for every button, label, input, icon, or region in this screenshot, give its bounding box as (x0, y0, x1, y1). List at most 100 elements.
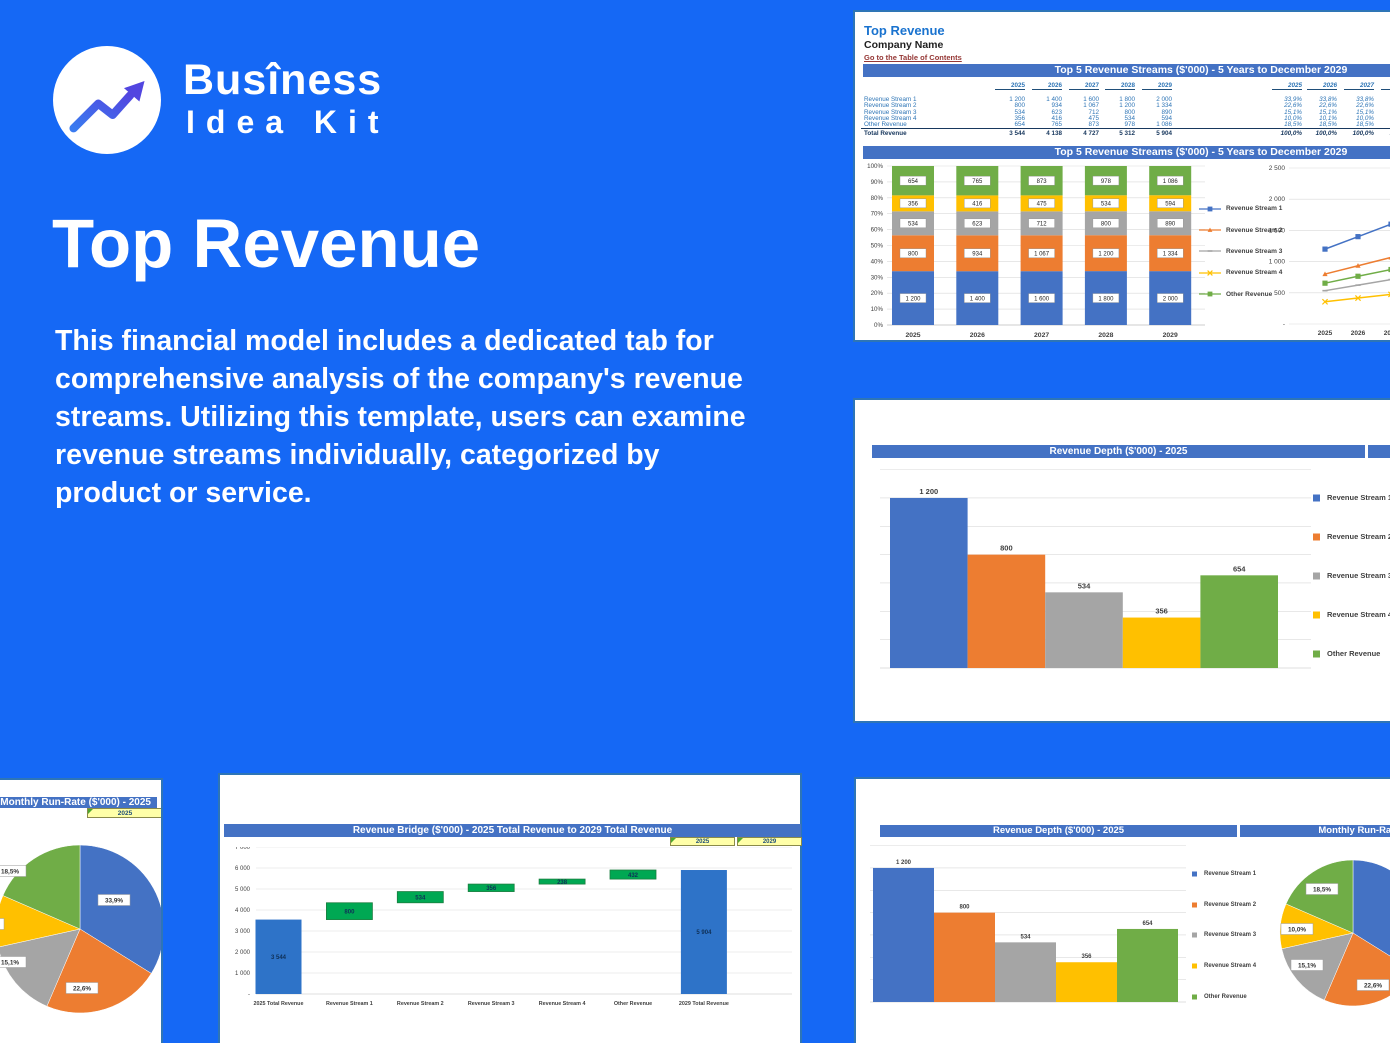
brand-subtitle: Idea Kit (186, 104, 390, 140)
table-cell: 15,1% (1319, 108, 1337, 116)
table-cell: 978 (1124, 121, 1135, 129)
chart-text: 800 (1000, 544, 1013, 553)
chart-text: 2 000 (1269, 196, 1286, 203)
legend-marker-icon (1313, 533, 1320, 540)
panel-run-rate-pie: Monthly Run-Rate ($'000) - 2025 2025 33,… (0, 778, 163, 1043)
chart-text: 416 (972, 202, 983, 208)
table-cell: 2026 (1032, 82, 1062, 90)
table-cell: 1 800 (1119, 96, 1135, 103)
bridge-year-to-dropdown[interactable]: 2029 (737, 837, 802, 846)
chart-text: 534 (908, 221, 919, 227)
chart-text: 800 (908, 251, 919, 257)
table-cell: 100,0% (1280, 129, 1302, 137)
chart-text: 432 (628, 873, 639, 879)
chart-text: 534 (415, 895, 426, 901)
table-cell: 22,6% (1319, 102, 1337, 110)
year-selector-dropdown[interactable]: 2025 (87, 808, 161, 818)
table-cell: 2025 (995, 82, 1025, 90)
chart-text: 2027 (1384, 330, 1390, 337)
page-title: Top Revenue (52, 205, 481, 282)
table-of-contents-link[interactable]: Go to the Table of Contents (864, 53, 962, 62)
legend-item: Revenue Stream 3 (1192, 920, 1282, 951)
pie-slice (0, 928, 81, 1007)
legend-label: Revenue Stream 3 (1226, 247, 1283, 255)
waterfall-chart: - 1 000 2 000 3 000 4 000 5 000 6 000 7 000 3 54… (235, 847, 792, 1007)
chart-text: 356 (486, 886, 497, 892)
chart-text: 1 200 (1098, 251, 1114, 257)
table-cell: 800 (1014, 102, 1025, 110)
table-cell: 22,6% (1284, 102, 1302, 110)
bridge-total-bar (255, 919, 302, 994)
table-cell: 475 (1088, 114, 1099, 122)
chart-text: 712 (1037, 222, 1048, 228)
legend-marker-icon (1192, 932, 1197, 938)
chart-text: 800 (1101, 221, 1112, 227)
pie-slice (79, 844, 161, 974)
chart-text: 2025 (905, 332, 920, 339)
table-cell: 1 400 (1046, 96, 1062, 103)
depth-chart-legend: Revenue Stream 1 Revenue Stream 2 Revenue … (1313, 478, 1390, 673)
panel-top-revenue-sheet: Top Revenue Company Name Go to the Table… (853, 10, 1390, 342)
table-cell: 10,0% (1356, 114, 1374, 122)
chart-text: 2027 (1034, 332, 1049, 339)
hero-description: This financial model includes a dedicate… (55, 325, 746, 509)
table-row-label: Revenue Stream 2 (864, 102, 917, 110)
chart-text: 765 (972, 179, 983, 185)
chart-text: 2029 Total Revenue (679, 1001, 729, 1007)
table-cell: 15,1% (1356, 108, 1374, 116)
table-cell: 1 200 (1119, 102, 1135, 110)
table-row-label: Revenue Stream 1 (864, 96, 917, 103)
legend-item: Revenue Stream 1 (1199, 198, 1319, 219)
depth-bar (890, 497, 968, 668)
chart-text: 30% (871, 274, 884, 281)
legend-item: Other Revenue (1313, 634, 1390, 673)
stacked-bar-chart: 0% 10% 20% 30% 40% 50% 60% 70% 80% 90% 100% 1 200 80… (867, 163, 1205, 339)
table-cell: 1 200 (1009, 96, 1025, 103)
panel-depth-and-runrate: Revenue Depth ($'000) - 2025 Monthly Run… (854, 777, 1390, 1043)
legend-item: Other Revenue (1192, 981, 1282, 1012)
chart-text: 3 000 (235, 929, 251, 935)
legend-label: Revenue Stream 3 (1327, 571, 1390, 580)
chart-text: 2 000 (1163, 296, 1179, 302)
chart-text: 20% (871, 290, 884, 297)
chart-text: 1 500 (1269, 227, 1286, 234)
bridge-increase-bar (538, 878, 586, 885)
bridge-increase-bar (467, 883, 515, 892)
line-series (1324, 223, 1390, 250)
total-row-divider (861, 128, 1390, 129)
legend-label: Revenue Stream 4 (1204, 963, 1257, 970)
chart-text: 2025 (1318, 330, 1333, 337)
legend-item: Revenue Stream 3 (1199, 241, 1319, 262)
chart-text: 10% (871, 306, 884, 313)
chart-text: 978 (1101, 179, 1112, 185)
legend-label: Revenue Stream 3 (1204, 932, 1257, 939)
chart-text: 534 (1078, 581, 1091, 590)
table-cell: 33,8% (1319, 96, 1337, 103)
chart-text: Revenue Stream 1 (326, 1001, 373, 1007)
chart-text: 1 067 (1034, 251, 1050, 257)
chart-text: 238 (557, 880, 568, 886)
legend-item: Revenue Stream 2 (1199, 219, 1319, 240)
bridge-year-from-dropdown[interactable]: 2025 (670, 837, 735, 846)
line-series (1324, 256, 1390, 275)
legend-item: Revenue Stream 2 (1313, 517, 1390, 556)
table-cell: 18,5% (1284, 121, 1302, 129)
legend-marker-icon (1199, 227, 1221, 232)
depth-bar (1200, 575, 1278, 668)
table-cell: 100,0% (1315, 129, 1337, 137)
chart-text: 15,1% (1298, 963, 1316, 970)
panel-revenue-bridge: Revenue Bridge ($'000) - 2025 Total Reve… (218, 773, 802, 1043)
chart-text: 534 (1020, 934, 1031, 940)
sheet-title: Top Revenue (864, 23, 945, 38)
legend-marker-icon (1313, 611, 1320, 618)
chart-text: 934 (972, 251, 983, 257)
chart-text: 1 200 (896, 860, 912, 866)
chart-text: 1 400 (970, 296, 986, 302)
table-cell: 1 334 (1156, 102, 1172, 110)
table-cell: 5 312 (1119, 129, 1135, 137)
table-cell: 873 (1088, 121, 1099, 129)
chart-text: 1 200 (919, 487, 938, 496)
legend-label: Other Revenue (1226, 290, 1273, 298)
legend-marker-icon (1199, 270, 1221, 276)
